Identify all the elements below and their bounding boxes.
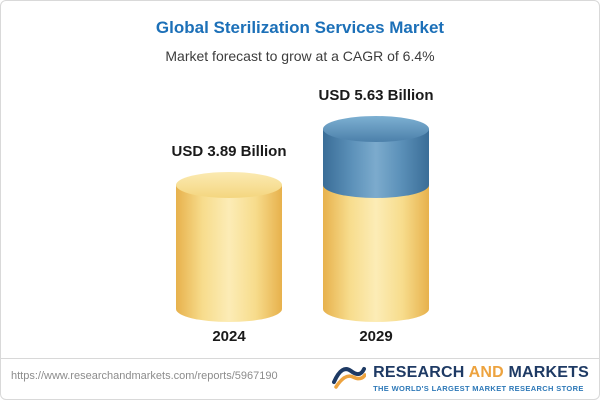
- cylinder-2029-growth-segment: [323, 115, 429, 198]
- cylinder-2024-body: [176, 184, 282, 322]
- cylinder-2024: [176, 171, 282, 322]
- cylinder-2029-base-segment: [323, 184, 429, 322]
- logo-tagline: THE WORLD'S LARGEST MARKET RESEARCH STOR…: [373, 384, 584, 393]
- logo-word-markets: MARKETS: [508, 364, 589, 381]
- year-label-2024: 2024: [212, 328, 246, 345]
- value-label-2029: USD 5.63 Billion: [318, 86, 434, 104]
- cylinder-2029-base-body: [323, 184, 429, 322]
- researchandmarkets-logo-text: RESEARCH AND MARKETS THE WORLD'S LARGEST…: [373, 364, 589, 393]
- logo-word-research: RESEARCH: [373, 364, 465, 381]
- report-url: https://www.researchandmarkets.com/repor…: [11, 370, 278, 382]
- cylinder-2029: [323, 115, 429, 322]
- cylinder-2024-top-cap: [176, 171, 282, 198]
- year-label-2029: 2029: [359, 328, 393, 345]
- logo-wordmark: RESEARCH AND MARKETS: [373, 364, 589, 381]
- page-title: Global Sterilization Services Market: [155, 18, 445, 37]
- researchandmarkets-logo-icon: [332, 362, 367, 395]
- page-subtitle: Market forecast to grow at a CAGR of 6.4…: [165, 48, 435, 64]
- researchandmarkets-logo: RESEARCH AND MARKETS THE WORLD'S LARGEST…: [332, 362, 589, 395]
- value-label-2024: USD 3.89 Billion: [171, 142, 287, 160]
- logo-word-and: AND: [468, 364, 504, 381]
- cylinder-2029-top-cap: [323, 115, 429, 142]
- cylinder-2024-base-segment: [176, 171, 282, 322]
- footer-divider: [1, 358, 599, 359]
